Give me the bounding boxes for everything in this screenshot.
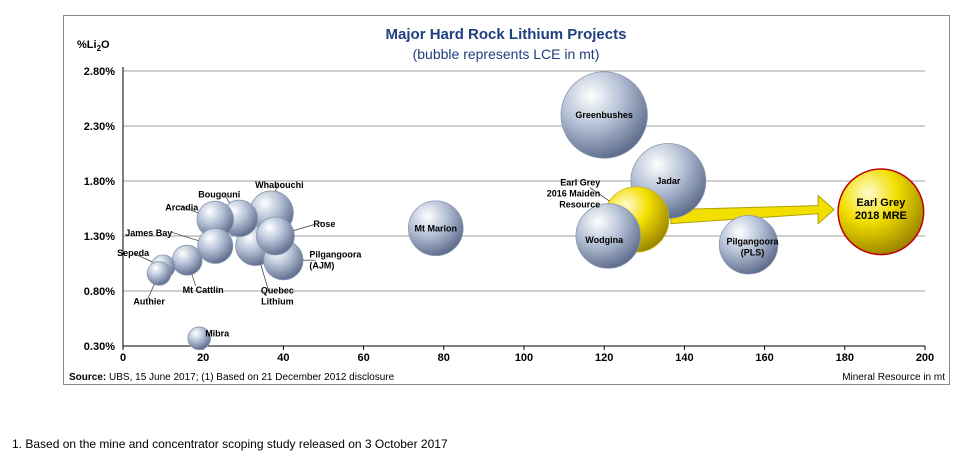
x-tick-label: 120: [595, 352, 613, 364]
bubble-label-quebec-lithium: Quebec: [261, 285, 294, 295]
leader-line: [275, 182, 278, 192]
bubble-label-whabouchi: Whabouchi: [255, 180, 304, 190]
bubble-label-authier: Authier: [133, 296, 165, 306]
x-axis-label: Mineral Resource in mt: [842, 372, 945, 383]
x-tick-label: 0: [120, 352, 126, 364]
bubble-label-james-bay: James Bay: [125, 228, 172, 238]
y-tick-label: 2.80%: [84, 66, 115, 78]
bubble-pilgangoora-pls-: [718, 215, 779, 275]
source-note: Source: UBS, 15 June 2017; (1) Based on …: [69, 372, 395, 383]
bubble-label-mibra: Mibra: [205, 328, 230, 338]
leader-line: [293, 222, 322, 231]
leader-line: [224, 194, 230, 204]
x-tick-label: 60: [357, 352, 369, 364]
growth-arrow: [670, 194, 835, 225]
bubble-label-quebec-lithium: Lithium: [261, 296, 294, 306]
bubble-label-earl-grey-2016-maiden-resource: 2016 Maiden: [547, 189, 601, 199]
bubble-label-wodgina: Wodgina: [585, 235, 624, 245]
bubble-label-earl-grey-2016-maiden-resource: Resource: [559, 200, 600, 210]
leader-line: [589, 187, 610, 202]
bubble-wodgina: [575, 203, 641, 269]
bubble-mt-marion: [407, 200, 464, 257]
bubble-mibra: [187, 326, 211, 351]
bubble-label-mt-marion: Mt Marion: [415, 223, 458, 233]
bubble-label-earl-grey-2018-mre: Earl Grey: [856, 197, 906, 209]
bubble-james-bay: [197, 227, 234, 264]
bubble-label-sepeda: Sepeda: [117, 248, 150, 258]
chart-border: [63, 15, 950, 385]
y-tick-label: 2.30%: [84, 121, 115, 133]
leader-line: [133, 253, 153, 263]
bubble-label-earl-grey-2018-mre: 2018 MRE: [855, 210, 907, 222]
leader-line: [178, 205, 199, 214]
x-tick-label: 40: [277, 352, 289, 364]
x-tick-label: 180: [836, 352, 854, 364]
y-tick-label: 0.30%: [84, 341, 115, 353]
bubble-label-rose: Rose: [313, 219, 335, 229]
bubble-mt-cattlin: [171, 244, 203, 276]
footnote: 1. Based on the mine and concentrator sc…: [12, 437, 448, 451]
chart-title: Major Hard Rock Lithium Projects: [386, 26, 627, 43]
bubble-label-greenbushes: Greenbushes: [575, 110, 633, 120]
bubble-label-bougouni: Bougouni: [198, 189, 240, 199]
y-tick-label: 1.30%: [84, 231, 115, 243]
bubble-chart: Major Hard Rock Lithium Projects (bubble …: [63, 15, 950, 385]
bubble-authier: [146, 261, 172, 286]
bubble-label-arcadia: Arcadia: [165, 203, 199, 213]
bubble-greenbushes: [560, 71, 648, 159]
leader-line: [191, 274, 197, 287]
bubble-earl-grey-2018-mre: [837, 168, 925, 256]
x-tick-label: 100: [515, 352, 533, 364]
bubble-label-mt-cattlin: Mt Cattlin: [183, 285, 224, 295]
bubble-label-pilgangoora-pls-: Pilgangoora: [727, 236, 780, 246]
y-tick-label: 0.80%: [84, 286, 115, 298]
bubble-label-pilgangoora-ajm-: Pilgangoora: [309, 250, 362, 260]
chart-subtitle: (bubble represents LCE in mt): [413, 46, 600, 62]
bubble-label-pilgangoora-ajm-: (AJM): [309, 261, 334, 271]
x-tick-label: 20: [197, 352, 209, 364]
y-tick-label: 1.80%: [84, 176, 115, 188]
x-tick-label: 140: [675, 352, 693, 364]
bubble-label-jadar: Jadar: [656, 176, 681, 186]
x-tick-label: 200: [916, 352, 934, 364]
leader-line: [171, 231, 199, 241]
x-tick-label: 160: [755, 352, 773, 364]
bubble-rose: [255, 216, 295, 256]
y-axis-label: %Li2O: [77, 39, 110, 53]
chart-frame: Major Hard Rock Lithium Projects (bubble …: [63, 15, 950, 385]
leader-line: [147, 284, 155, 299]
leader-line: [260, 264, 270, 293]
bubble-label-earl-grey-2016-maiden-resource: Earl Grey: [560, 178, 600, 188]
x-tick-label: 80: [438, 352, 450, 364]
bubble-label-pilgangoora-pls-: (PLS): [741, 247, 765, 257]
